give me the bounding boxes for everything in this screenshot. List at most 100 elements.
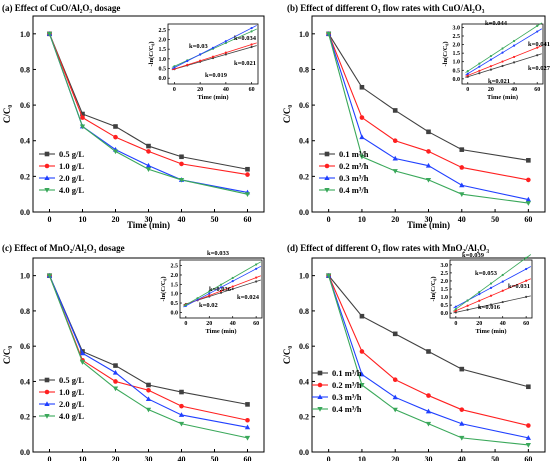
data-point bbox=[146, 143, 151, 149]
panel-d: (d) Effect of different O₃ flow rates wi… bbox=[282, 243, 546, 466]
x-tick-label: 30 bbox=[425, 215, 433, 224]
series-line-3 bbox=[328, 275, 529, 446]
data-point bbox=[526, 158, 531, 163]
inset-x-tick-label: 60 bbox=[253, 321, 259, 327]
inset-point bbox=[250, 26, 253, 30]
data-point bbox=[459, 165, 465, 170]
data-point bbox=[426, 149, 431, 154]
inset-point bbox=[489, 58, 493, 61]
data-point bbox=[245, 402, 250, 407]
inset-y-tick-label: 2.5 bbox=[441, 271, 449, 277]
data-point bbox=[525, 196, 532, 202]
inset-point bbox=[478, 290, 481, 294]
data-point bbox=[526, 384, 531, 390]
inset-point bbox=[466, 299, 469, 302]
inset-x-tick-label: 40 bbox=[223, 87, 229, 93]
data-point bbox=[392, 407, 398, 413]
inset-k-label: k=0.041 bbox=[528, 41, 550, 48]
data-point bbox=[525, 201, 532, 206]
inset-point bbox=[512, 61, 516, 64]
inset-y-tick-label: 1.0 bbox=[453, 60, 461, 66]
data-point bbox=[525, 435, 532, 440]
inset-point bbox=[501, 47, 504, 50]
data-point bbox=[359, 371, 365, 377]
inset-point bbox=[224, 40, 227, 43]
x-tick-label: 0 bbox=[48, 455, 52, 461]
data-point bbox=[178, 177, 185, 183]
data-point bbox=[459, 421, 465, 426]
inset-y-axis-label: -ln(C/C₀) bbox=[430, 276, 437, 301]
legend-marker bbox=[324, 151, 330, 157]
y-tick-label: 0.4 bbox=[299, 377, 309, 386]
data-point bbox=[359, 349, 365, 354]
y-tick-label: 0.8 bbox=[20, 65, 30, 74]
series-line-2 bbox=[328, 275, 529, 439]
data-point bbox=[179, 389, 184, 395]
inset-point bbox=[208, 292, 211, 295]
inset-point bbox=[489, 303, 493, 306]
data-point bbox=[359, 134, 365, 140]
y-tick-label: 1.0 bbox=[299, 272, 309, 281]
inset-point bbox=[478, 72, 481, 75]
inset-x-tick-label: 60 bbox=[523, 321, 529, 327]
legend-marker bbox=[324, 175, 330, 180]
data-point bbox=[459, 182, 465, 188]
legend-marker bbox=[44, 188, 50, 193]
inset-k-label: k=0.021 bbox=[488, 78, 510, 85]
inset-point bbox=[501, 273, 504, 277]
data-point bbox=[145, 162, 152, 168]
x-tick-label: 20 bbox=[391, 455, 399, 461]
inset-point bbox=[525, 295, 528, 298]
legend-label: 2.0 g/L bbox=[59, 399, 84, 409]
data-point bbox=[425, 421, 432, 427]
data-point bbox=[145, 167, 152, 172]
inset-point bbox=[454, 311, 457, 314]
inset-point bbox=[501, 64, 504, 68]
legend-label: 1.0 g/L bbox=[59, 161, 84, 171]
inset-point bbox=[466, 74, 469, 77]
inset-point bbox=[224, 51, 227, 54]
data-point bbox=[179, 403, 184, 409]
inset-fit-line-0 bbox=[465, 53, 542, 78]
y-tick-label: 0.0 bbox=[20, 208, 30, 217]
y-tick-label: 0.6 bbox=[20, 101, 30, 110]
inset-point bbox=[478, 306, 481, 309]
x-tick-label: 50 bbox=[491, 215, 499, 224]
series-line-3 bbox=[48, 275, 248, 439]
y-tick-label: 0.6 bbox=[299, 101, 309, 110]
legend-label: 0.5 g/L bbox=[59, 375, 84, 385]
series-line-0 bbox=[328, 275, 529, 388]
x-tick-label: 60 bbox=[244, 215, 252, 224]
inset-x-tick-label: 20 bbox=[197, 87, 203, 93]
inset-point bbox=[454, 308, 457, 311]
data-point bbox=[112, 386, 119, 392]
inset-k-label: k=0.034 bbox=[234, 35, 257, 42]
inset-k-label: k=0.021 bbox=[234, 60, 256, 67]
inset-point bbox=[173, 66, 176, 69]
inset-fit-line-3 bbox=[171, 25, 257, 70]
y-tick-label: 0.2 bbox=[20, 413, 30, 422]
legend-label: 0.3 m³/h bbox=[339, 173, 369, 183]
y-tick-label: 0.0 bbox=[299, 208, 309, 217]
y-axis-label: C/C₀ bbox=[282, 346, 292, 364]
series-line-1 bbox=[48, 33, 248, 176]
legend-label: 4.0 g/L bbox=[59, 411, 84, 421]
inset-k-label: k=0.024 bbox=[237, 294, 260, 301]
inset-point bbox=[501, 280, 504, 283]
inset-x-axis-label: Time (min) bbox=[205, 328, 236, 335]
inset-x-tick-label: 40 bbox=[511, 87, 517, 93]
legend-label: 0.3 m³/h bbox=[332, 392, 362, 402]
legend-label: 0.2 m³/h bbox=[332, 380, 362, 390]
inset-point bbox=[186, 59, 189, 63]
legend-label: 2.0 g/L bbox=[59, 173, 84, 183]
y-tick-label: 0.4 bbox=[299, 137, 309, 146]
inset-point bbox=[255, 276, 258, 279]
inset-k-label: k=0.044 bbox=[485, 20, 508, 27]
data-point bbox=[79, 124, 86, 130]
data-point bbox=[392, 377, 398, 382]
inset-y-tick-label: 1.5 bbox=[453, 51, 461, 57]
y-axis-label: C/C₀ bbox=[282, 105, 292, 123]
inset-point bbox=[219, 283, 223, 286]
data-point bbox=[359, 383, 365, 388]
data-point bbox=[113, 363, 118, 368]
